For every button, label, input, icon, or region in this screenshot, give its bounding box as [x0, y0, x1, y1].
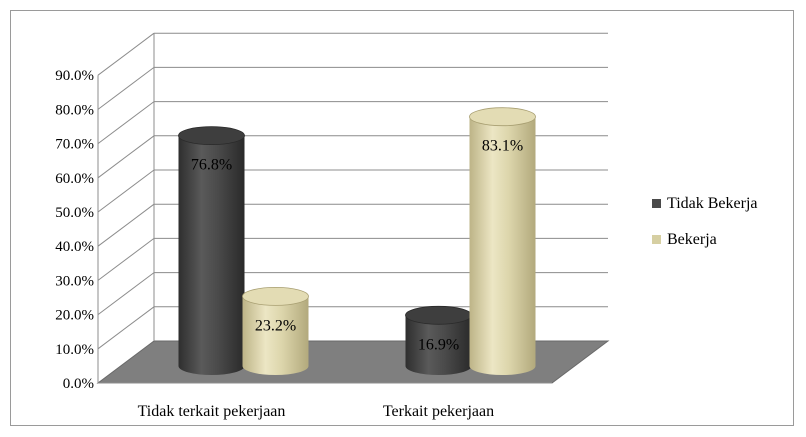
- wall-gridline: [97, 306, 155, 350]
- legend-label: Bekerja: [667, 231, 717, 248]
- bars-layer: [178, 107, 536, 375]
- data-label: 83.1%: [482, 138, 523, 155]
- wall-gridline: [97, 135, 155, 179]
- bar-top: [242, 286, 309, 306]
- bar: [469, 107, 536, 375]
- bar-body: [469, 116, 536, 375]
- bar-top: [469, 107, 536, 127]
- data-label: 76.8%: [191, 157, 232, 174]
- y-tick-label: 50.0%: [55, 205, 94, 221]
- bar-top: [405, 305, 472, 325]
- legend-swatch: [652, 199, 661, 208]
- y-tick-label: 0.0%: [63, 376, 94, 392]
- labels-layer: 76.8% 23.2% 16.9% 83.1%: [191, 138, 523, 354]
- axis-layer: 0.0% 10.0% 20.0% 30.0% 40.0% 50.0% 60.0% 70.0% 8…: [55, 33, 552, 420]
- wall-gridline: [97, 67, 155, 110]
- y-tick-label: 10.0%: [55, 342, 94, 358]
- bar: [405, 305, 472, 375]
- legend: Tidak Bekerja Bekerja: [652, 195, 758, 248]
- data-label: 23.2%: [255, 317, 296, 334]
- y-tick-label: 60.0%: [55, 171, 94, 187]
- data-label: 16.9%: [418, 336, 459, 353]
- x-tick-label: Tidak terkait pekerjaan: [138, 403, 286, 420]
- legend-swatch: [652, 235, 661, 244]
- y-tick-label: 20.0%: [55, 308, 94, 324]
- wall-gridline: [97, 32, 155, 76]
- legend-label: Tidak Bekerja: [667, 195, 758, 212]
- wall-gridline: [97, 101, 155, 145]
- bar-body: [178, 135, 245, 375]
- y-tick-label: 90.0%: [55, 68, 94, 84]
- bar: [178, 126, 245, 375]
- wall-gridline: [97, 169, 155, 213]
- bar: [242, 286, 309, 375]
- wall-gridline: [97, 272, 155, 316]
- y-tick-label: 80.0%: [55, 102, 94, 118]
- y-tick-label: 70.0%: [55, 137, 94, 153]
- bar-body: [242, 296, 309, 375]
- wall-gridline: [97, 203, 155, 247]
- bar-top: [178, 126, 245, 146]
- x-tick-label: Terkait pekerjaan: [383, 403, 494, 420]
- bar-body: [405, 315, 472, 375]
- wall-gridline: [97, 237, 155, 281]
- y-tick-label: 30.0%: [55, 273, 94, 289]
- y-tick-label: 40.0%: [55, 239, 94, 255]
